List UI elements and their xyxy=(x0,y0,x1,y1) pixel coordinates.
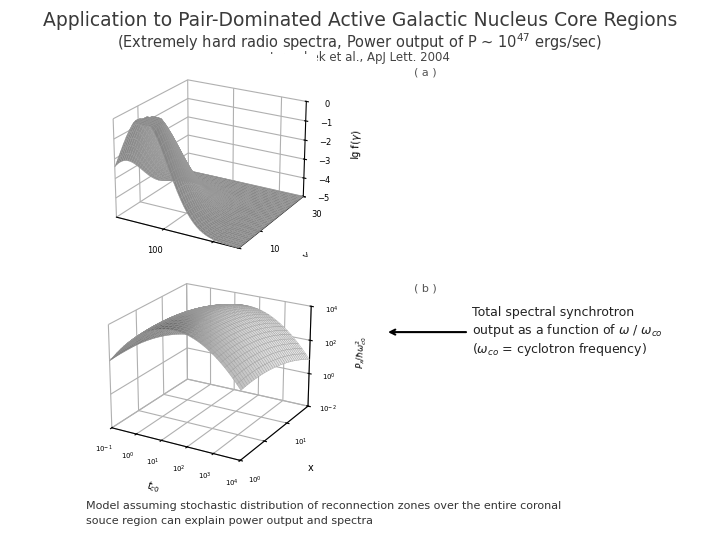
Y-axis label: x: x xyxy=(308,463,314,473)
Text: souce region can explain power output and spectra: souce region can explain power output an… xyxy=(86,516,374,526)
Text: ( a ): ( a ) xyxy=(414,68,436,78)
Text: Application to Pair-Dominated Active Galactic Nucleus Core Regions: Application to Pair-Dominated Active Gal… xyxy=(42,11,678,30)
Text: ( b ): ( b ) xyxy=(414,284,437,294)
Text: Total spectral synchrotron
output as a function of $\omega$ / $\omega_{co}$
($\o: Total spectral synchrotron output as a f… xyxy=(390,306,662,358)
Text: (Extremely hard radio spectra, Power output of P ~ 10$^{47}$ ergs/sec): (Extremely hard radio spectra, Power out… xyxy=(117,31,603,53)
Y-axis label: $\gamma$: $\gamma$ xyxy=(301,249,315,264)
Text: Jaroschek et al., ApJ Lett. 2004: Jaroschek et al., ApJ Lett. 2004 xyxy=(269,51,451,64)
Text: Model assuming stochastic distribution of reconnection zones over the entire cor: Model assuming stochastic distribution o… xyxy=(86,501,562,511)
X-axis label: $t_{D,c0}$: $t_{D,c0}$ xyxy=(142,266,167,286)
X-axis label: $t_{c0}$: $t_{c0}$ xyxy=(145,479,161,496)
